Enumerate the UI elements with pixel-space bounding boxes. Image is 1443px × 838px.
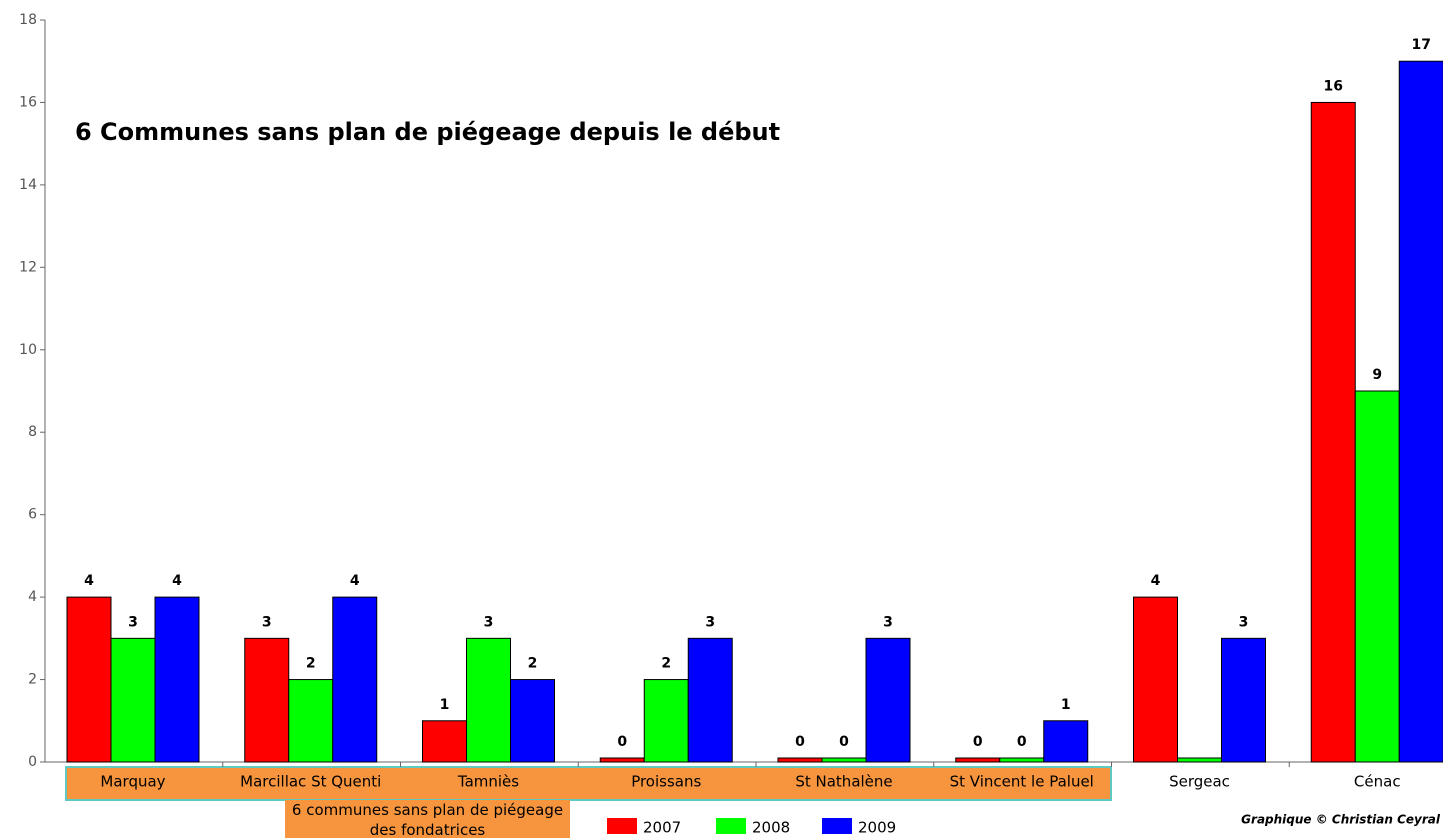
bar [1133, 596, 1178, 763]
bar [687, 637, 733, 763]
bar [244, 637, 290, 763]
bar [1043, 720, 1089, 763]
bar [777, 757, 823, 763]
y-tick-label: 2 [28, 672, 37, 688]
value-label: 4 [1151, 573, 1161, 589]
bar [999, 757, 1045, 763]
value-label: 16 [1324, 78, 1343, 94]
y-tick-label: 8 [28, 424, 37, 440]
bar [865, 637, 911, 763]
y-tick-label: 14 [19, 177, 37, 193]
y-tick-label: 0 [28, 754, 37, 770]
bar [288, 679, 334, 763]
value-label: 4 [84, 573, 94, 589]
y-tick-label: 10 [19, 342, 37, 358]
annotation: 6 Communes sans plan de piégeage depuis … [75, 118, 780, 146]
highlight-note: 6 communes sans plan de piégeage des fon… [285, 800, 570, 838]
legend-label: 2007 [643, 819, 681, 837]
bar [422, 720, 467, 763]
value-label: 2 [528, 656, 538, 672]
value-label: 1 [1061, 697, 1071, 713]
legend-label: 2008 [752, 819, 790, 837]
bar [332, 596, 378, 763]
y-tick-label: 12 [19, 259, 37, 275]
legend-swatch [822, 818, 852, 834]
value-label: 17 [1412, 37, 1431, 53]
bar [1177, 757, 1222, 763]
bar [1310, 101, 1356, 763]
value-label: 1 [440, 697, 450, 713]
value-label: 3 [1239, 614, 1249, 630]
bar [510, 679, 555, 763]
x-tick-label: Marcillac St Quenti [240, 773, 381, 791]
value-label: 0 [973, 734, 983, 750]
value-label: 0 [839, 734, 849, 750]
x-tick-label: Marquay [100, 773, 165, 791]
value-label: 3 [883, 614, 893, 630]
bar [1398, 60, 1443, 763]
legend-swatch [607, 818, 637, 834]
value-label: 2 [661, 656, 671, 672]
bar [599, 757, 645, 763]
bar [154, 596, 200, 763]
highlight-box [65, 766, 1112, 801]
y-tick-label: 18 [19, 12, 37, 28]
y-tick-label: 16 [19, 94, 37, 110]
value-label: 0 [795, 734, 805, 750]
x-tick-label: St Nathalène [795, 773, 892, 791]
x-tick-label: St Vincent le Paluel [950, 773, 1094, 791]
value-label: 4 [350, 573, 360, 589]
bar [1354, 390, 1400, 763]
x-tick-label: Cénac [1354, 773, 1401, 791]
x-tick-label: Proissans [631, 773, 701, 791]
value-label: 3 [705, 614, 715, 630]
bar [466, 637, 511, 763]
legend-label: 2009 [858, 819, 896, 837]
value-label: 0 [617, 734, 627, 750]
x-tick-label: Sergeac [1169, 773, 1230, 791]
value-label: 3 [128, 614, 138, 630]
y-tick-label: 4 [28, 589, 37, 605]
value-label: 9 [1372, 367, 1382, 383]
x-tick-label: Tamniès [457, 773, 519, 791]
bar [821, 757, 867, 763]
credit: Graphique © Christian Ceyral [1241, 813, 1441, 827]
value-label: 3 [262, 614, 272, 630]
value-label: 3 [484, 614, 494, 630]
bar [110, 637, 156, 763]
bar [66, 596, 112, 763]
bar [1221, 637, 1266, 763]
legend-swatch [716, 818, 746, 834]
bar [643, 679, 689, 763]
value-label: 2 [306, 656, 316, 672]
value-label: 0 [1017, 734, 1027, 750]
y-tick-label: 6 [28, 507, 37, 523]
bar [955, 757, 1001, 763]
value-label: 4 [172, 573, 182, 589]
